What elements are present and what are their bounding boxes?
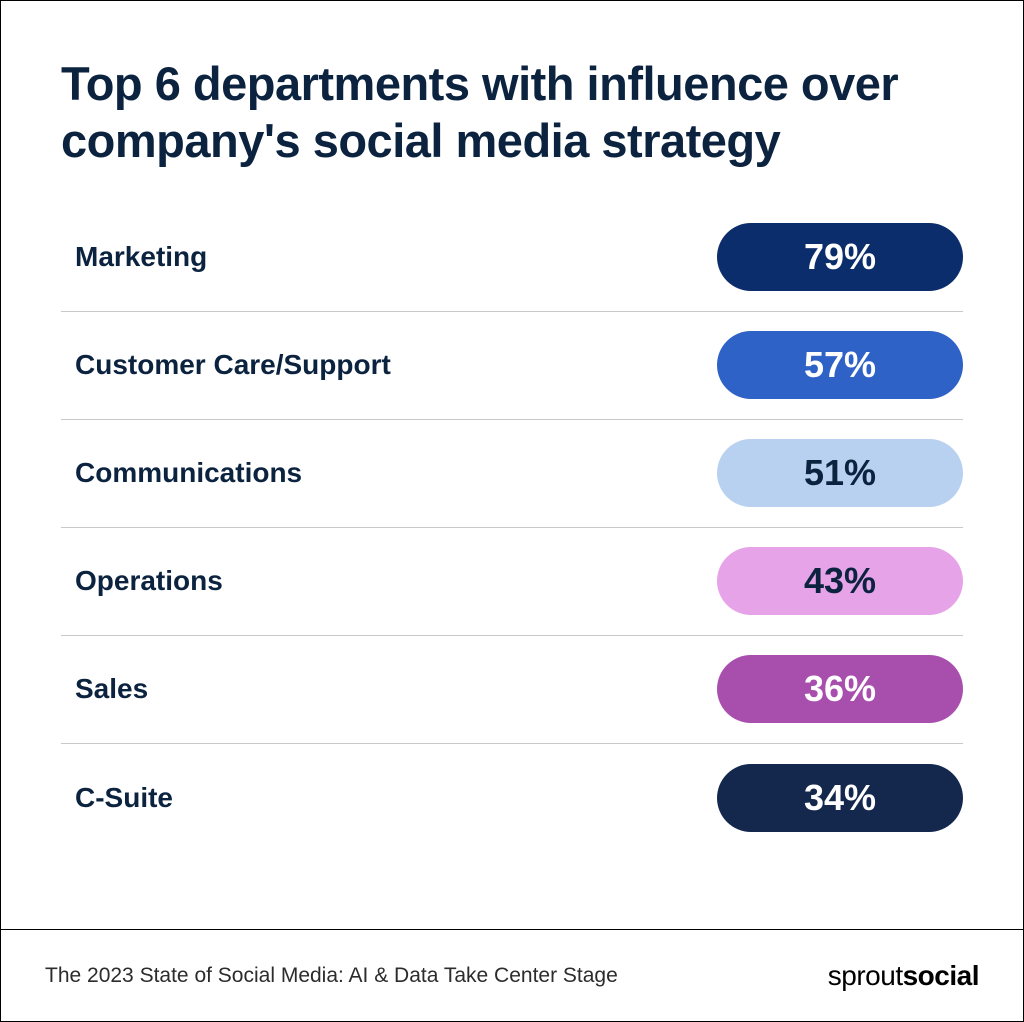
value-pill: 79% bbox=[717, 223, 963, 291]
chart-title: Top 6 departments with influence over co… bbox=[61, 55, 963, 170]
row-label: Communications bbox=[75, 457, 302, 489]
value-pill: 43% bbox=[717, 547, 963, 615]
chart-row: Sales 36% bbox=[61, 636, 963, 744]
row-label: C-Suite bbox=[75, 782, 173, 814]
brand-light: sprout bbox=[828, 960, 903, 991]
source-text: The 2023 State of Social Media: AI & Dat… bbox=[45, 964, 618, 988]
value-pill: 51% bbox=[717, 439, 963, 507]
brand-logo: sproutsocial bbox=[828, 960, 979, 992]
row-label: Marketing bbox=[75, 241, 207, 273]
chart-row: C-Suite 34% bbox=[61, 744, 963, 852]
row-label: Sales bbox=[75, 673, 148, 705]
chart-row: Operations 43% bbox=[61, 528, 963, 636]
row-label: Operations bbox=[75, 565, 223, 597]
chart-frame: Top 6 departments with influence over co… bbox=[0, 0, 1024, 1022]
chart-rows: Marketing 79% Customer Care/Support 57% Comm… bbox=[61, 204, 963, 852]
brand-bold: social bbox=[903, 960, 979, 991]
value-pill: 57% bbox=[717, 331, 963, 399]
chart-footer: The 2023 State of Social Media: AI & Dat… bbox=[1, 929, 1023, 1021]
chart-row: Communications 51% bbox=[61, 420, 963, 528]
value-pill: 36% bbox=[717, 655, 963, 723]
chart-row: Customer Care/Support 57% bbox=[61, 312, 963, 420]
chart-content: Top 6 departments with influence over co… bbox=[1, 1, 1023, 929]
chart-row: Marketing 79% bbox=[61, 204, 963, 312]
value-pill: 34% bbox=[717, 764, 963, 832]
row-label: Customer Care/Support bbox=[75, 349, 391, 381]
